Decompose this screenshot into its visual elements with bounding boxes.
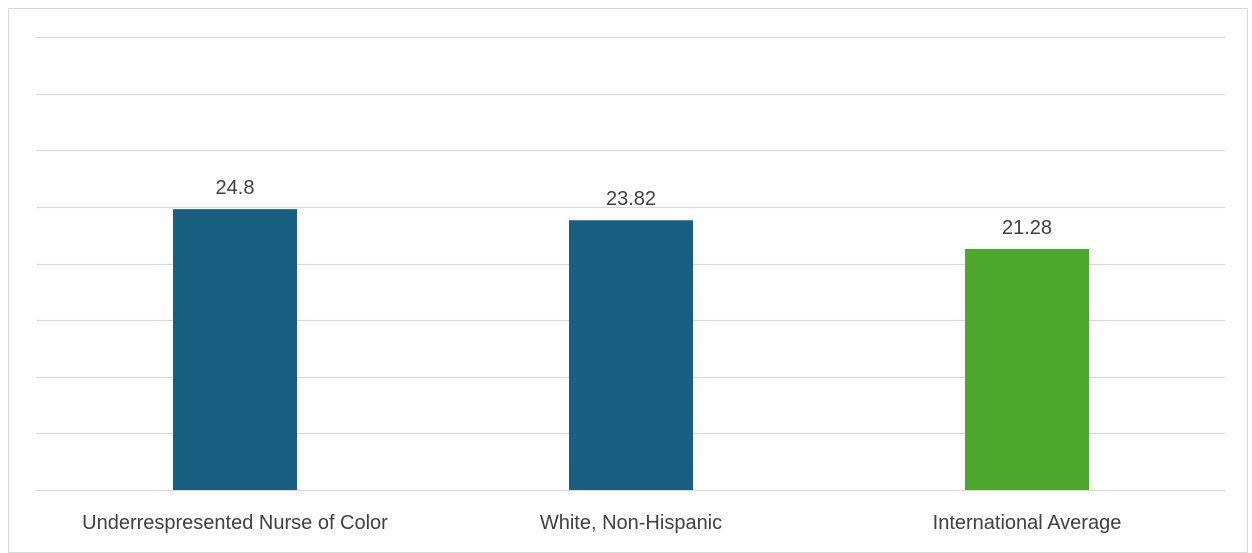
data-label: 21.28 bbox=[1002, 217, 1052, 239]
bar bbox=[173, 209, 297, 490]
x-tick-label: International Average bbox=[933, 512, 1122, 534]
data-label: 23.82 bbox=[606, 188, 656, 210]
x-tick-label: White, Non-Hispanic bbox=[540, 512, 722, 534]
bar bbox=[965, 249, 1089, 490]
data-label: 24.8 bbox=[216, 177, 255, 199]
x-tick-label: Underrespresented Nurse of Color bbox=[82, 512, 388, 534]
bar bbox=[569, 220, 693, 490]
